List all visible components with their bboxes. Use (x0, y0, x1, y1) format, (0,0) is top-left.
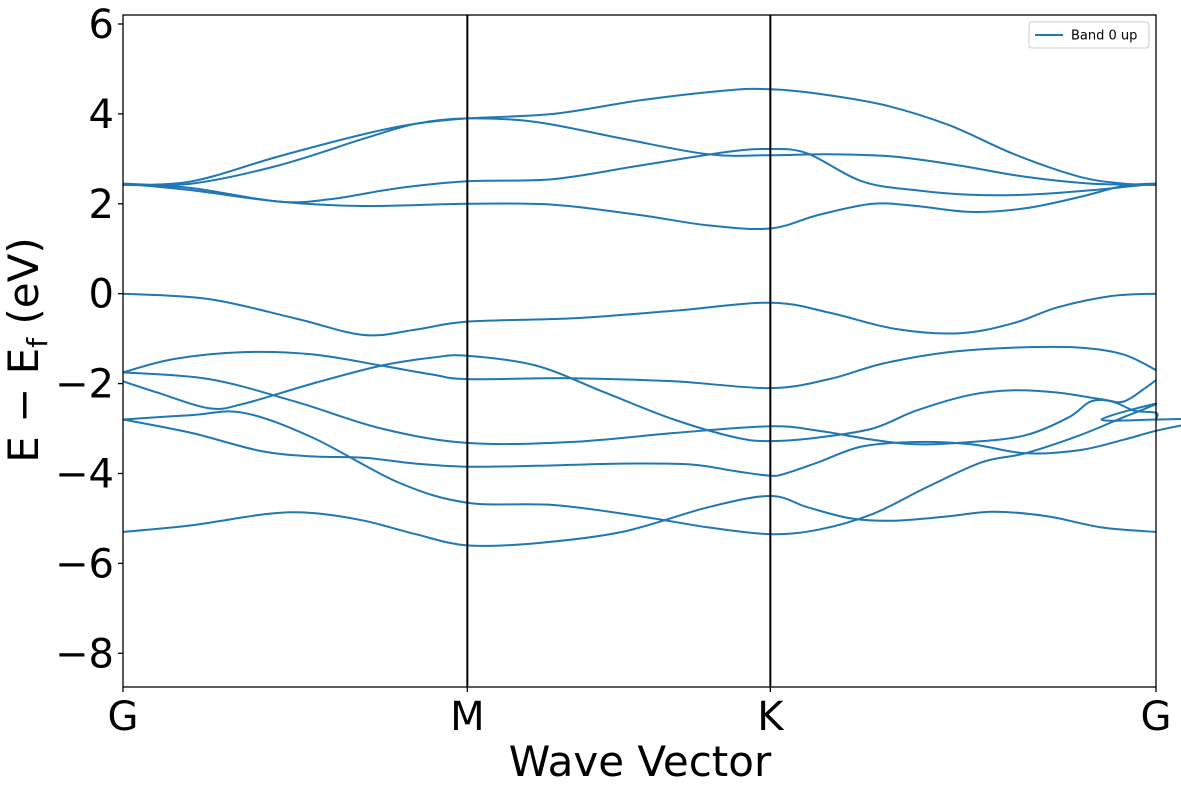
band-line-6 (122, 292, 1157, 337)
y-axis-ticks: 6 4 2 0 −2 −4 −6 −8 (55, 2, 123, 677)
x-tick-label-2: K (757, 694, 785, 740)
band-line-1 (122, 417, 1181, 477)
band-line-7 (122, 182, 1157, 231)
y-axis-title-unit: (eV) (0, 237, 48, 338)
plot-frame (122, 14, 1157, 688)
band-line-3 (122, 371, 1159, 446)
band-line-9 (122, 117, 1157, 187)
band-line-5 (122, 345, 1157, 390)
high-symmetry-lines (466, 15, 772, 687)
band-lines (122, 87, 1181, 547)
y-axis-title: E − Ef (eV) (0, 237, 54, 463)
y-tick-label-5: −4 (55, 451, 114, 497)
band-line-4 (122, 354, 1157, 443)
band-line-8 (122, 147, 1157, 204)
legend-box (1028, 21, 1150, 49)
x-tick-label-1: M (450, 694, 485, 740)
y-axis-title-sub: f (21, 337, 54, 348)
legend-label: Band 0 up (1071, 29, 1137, 44)
legend: Band 0 up (1028, 21, 1150, 49)
band-line-10 (122, 87, 1157, 186)
x-axis-title: Wave Vector (509, 737, 772, 786)
y-tick-label-2: 2 (89, 182, 114, 228)
y-tick-label-3: 0 (89, 272, 114, 318)
band-line-2 (122, 402, 1158, 536)
y-tick-label-6: −6 (55, 541, 114, 587)
x-tick-label-3: G (1141, 694, 1172, 740)
y-tick-label-4: −2 (55, 362, 114, 408)
x-tick-label-0: G (108, 694, 139, 740)
y-tick-label-1: 4 (89, 92, 114, 138)
y-axis-title-main: E − E (0, 348, 48, 463)
y-tick-label-0: 6 (89, 2, 114, 48)
band-line-0 (122, 494, 1157, 547)
y-tick-label-7: −8 (55, 631, 114, 677)
